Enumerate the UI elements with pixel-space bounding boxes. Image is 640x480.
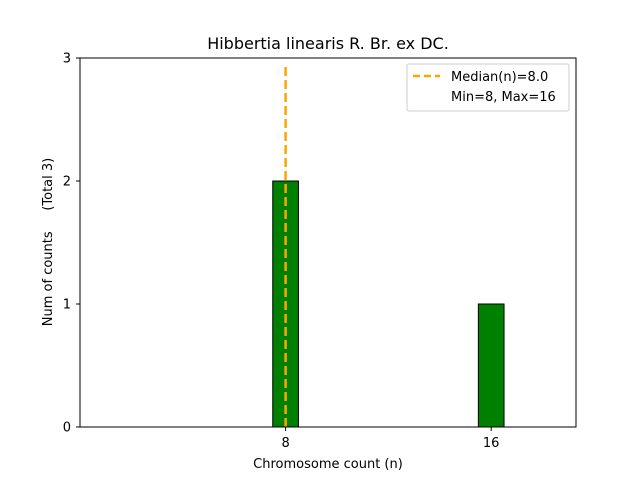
x-axis-label: Chromosome count (n) [253, 457, 403, 472]
y-tick-label: 3 [63, 52, 71, 67]
bar-16 [477, 303, 505, 428]
y-tick-label: 0 [63, 421, 71, 436]
legend-entry-median: Median(n)=8.0 [451, 70, 548, 85]
x-tick-label: 8 [281, 436, 289, 451]
legend: Median(n)=8.0 Min=8, Max=16 [406, 63, 570, 112]
x-ticks: 8 16 [281, 427, 499, 451]
legend-entry-min-max: Min=8, Max=16 [451, 90, 556, 105]
chart-title: Hibbertia linearis R. Br. ex DC. [207, 34, 449, 53]
legend-box [406, 63, 570, 112]
plot-area-frame [79, 57, 577, 428]
x-tick-label: 16 [483, 436, 500, 451]
y-axis-label: Num of counts (Total 3) [41, 158, 56, 326]
y-tick-label: 2 [63, 175, 71, 190]
y-ticks: 0 1 2 3 [63, 52, 80, 436]
y-tick-label: 1 [63, 298, 71, 313]
bars-group [272, 180, 505, 428]
